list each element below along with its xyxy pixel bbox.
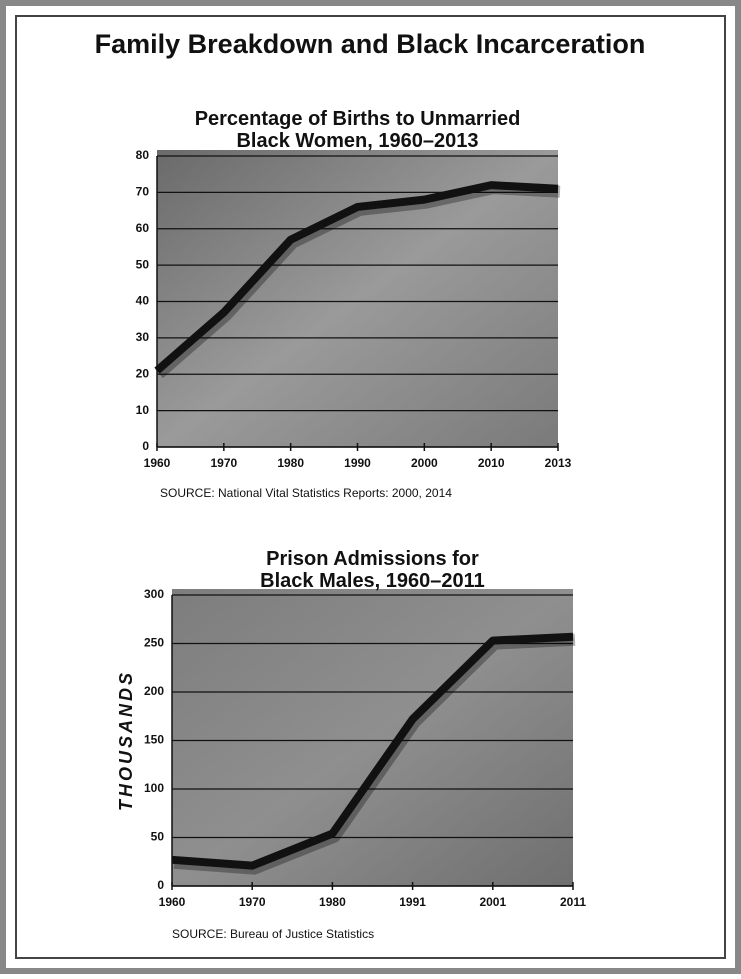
x-tick-label: 2000 xyxy=(411,456,438,470)
y-tick-label: 250 xyxy=(144,636,164,650)
y-tick-label: 50 xyxy=(136,257,150,271)
y-tick-label: 100 xyxy=(144,781,164,795)
x-tick-label: 2001 xyxy=(479,895,506,909)
chart-title: Percentage of Births to Unmarried Black W… xyxy=(195,108,521,152)
x-tick-label: 1990 xyxy=(344,456,371,470)
y-tick-label: 50 xyxy=(151,830,165,844)
x-tick-label: 1970 xyxy=(210,456,237,470)
y-tick-label: 30 xyxy=(136,330,150,344)
x-tick-label: 1980 xyxy=(319,895,346,909)
chart-title: Prison Admissions for Black Males, 1960–2… xyxy=(260,548,485,592)
y-tick-label: 20 xyxy=(136,366,150,380)
x-tick-label: 1970 xyxy=(239,895,266,909)
source-note: SOURCE: National Vital Statistics Report… xyxy=(160,486,452,500)
x-tick-label: 1960 xyxy=(159,895,186,909)
main-title: Family Breakdown and Black Incarceration xyxy=(95,29,646,59)
y-tick-label: 40 xyxy=(136,294,150,308)
y-tick-label: 60 xyxy=(136,221,150,235)
y-tick-label: 10 xyxy=(136,403,150,417)
y-tick-label: 150 xyxy=(144,733,164,747)
x-tick-label: 1960 xyxy=(144,456,171,470)
plot-background xyxy=(172,589,573,886)
source-note: SOURCE: Bureau of Justice Statistics xyxy=(172,927,374,941)
data-line xyxy=(154,181,559,374)
x-tick-label: 2010 xyxy=(478,456,505,470)
x-tick-label: 2011 xyxy=(560,895,586,909)
y-axis-label: THOUSANDS xyxy=(116,670,136,811)
y-tick-label: 0 xyxy=(142,439,149,453)
plot-background xyxy=(157,150,558,447)
y-tick-label: 300 xyxy=(144,587,164,601)
data-line xyxy=(171,632,574,870)
y-tick-label: 70 xyxy=(136,185,150,199)
x-tick-label: 2013 xyxy=(545,456,572,470)
y-tick-label: 0 xyxy=(157,878,164,892)
inner-frame xyxy=(15,15,726,959)
y-tick-label: 80 xyxy=(136,148,150,162)
x-tick-label: 1991 xyxy=(399,895,426,909)
x-tick-label: 1980 xyxy=(277,456,304,470)
y-tick-label: 200 xyxy=(144,684,164,698)
